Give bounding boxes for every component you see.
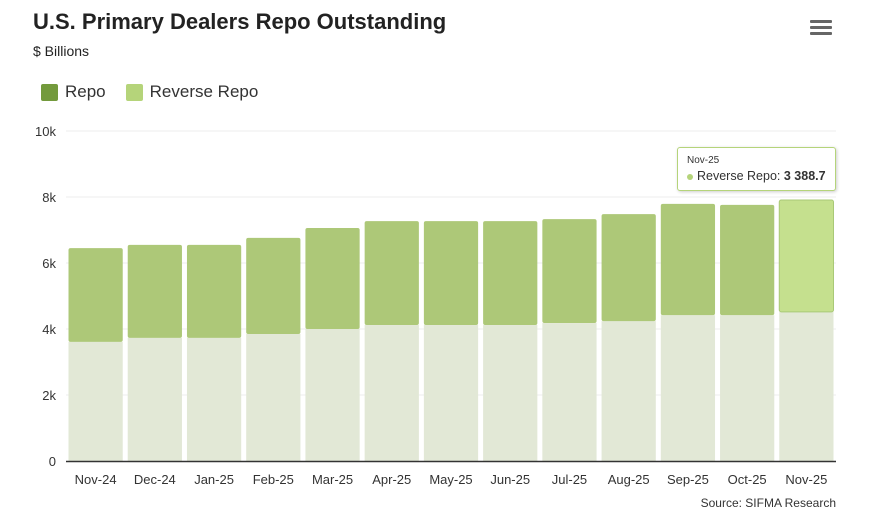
tooltip: Nov-25 Reverse Repo: 3 388.7 [677,147,836,191]
y-tick-label: 4k [42,322,56,337]
tooltip-dot-icon [687,173,693,180]
y-tick-label: 10k [35,124,56,139]
bar-reverse-repo[interactable] [127,244,182,338]
bar-reverse-repo[interactable] [601,214,656,322]
y-tick-label: 0 [49,454,56,469]
x-tick-label: Jul-25 [552,472,587,487]
bar-repo[interactable] [364,325,419,461]
x-tick-label: Dec-24 [134,472,176,487]
bar-reverse-repo[interactable] [660,203,716,316]
bar-reverse-repo[interactable] [720,204,775,316]
bar-reverse-repo[interactable] [542,219,597,324]
y-tick-label: 8k [42,190,56,205]
bar-repo[interactable] [246,333,301,461]
bar-repo[interactable] [779,311,834,461]
x-tick-label: Oct-25 [728,472,767,487]
y-tick-label: 6k [42,256,56,271]
legend-label-reverse-repo: Reverse Repo [149,82,259,101]
x-tick-label: Jun-25 [490,472,530,487]
bar-repo[interactable] [483,325,538,461]
x-tick-label: Aug-25 [608,472,650,487]
legend-label-repo: Repo [65,82,106,101]
x-tick-label: Sep-25 [667,472,709,487]
legend-swatch-reverse-repo [125,83,143,101]
bar-repo[interactable] [305,329,360,461]
bar-repo[interactable] [423,325,479,461]
bar-repo[interactable] [186,337,242,461]
bar-reverse-repo[interactable] [423,221,479,326]
source-credit: Source: SIFMA Research [700,496,836,510]
legend-swatch-repo [41,83,58,101]
bar-repo[interactable] [127,337,182,461]
legend-item-reverse-repo[interactable]: Reverse Repo [125,82,259,102]
y-tick-label: 2k [42,388,56,403]
x-tick-label: Nov-24 [75,472,117,487]
tooltip-series: Reverse Repo [697,169,777,183]
tooltip-category: Nov-25 [687,155,720,166]
chart-title: U.S. Primary Dealers Repo Outstanding [33,9,447,34]
bar-reverse-repo[interactable] [364,221,419,326]
legend-item-repo[interactable]: Repo [41,82,106,102]
x-tick-label: Apr-25 [372,472,411,487]
bar-repo[interactable] [68,341,123,461]
bar-repo[interactable] [720,315,775,461]
bar-reverse-repo[interactable] [483,221,538,326]
bar-repo[interactable] [660,315,716,461]
x-tick-label: Nov-25 [785,472,827,487]
bar-repo[interactable] [542,323,597,461]
bar-reverse-repo[interactable] [68,248,123,342]
bar-reverse-repo[interactable] [246,237,301,334]
x-tick-label: Feb-25 [253,472,294,487]
bar-reverse-repo[interactable] [186,244,242,338]
x-tick-label: Mar-25 [312,472,353,487]
x-tick-label: Jan-25 [194,472,234,487]
bar-reverse-repo[interactable] [305,228,360,329]
bar-repo[interactable] [601,321,656,461]
chart-subtitle: $ Billions [33,43,90,59]
tooltip-value: 3 388.7 [783,169,826,183]
legend: Repo Reverse Repo [41,82,258,102]
x-tick-label: May-25 [429,472,472,487]
bar-reverse-repo[interactable] [778,199,834,313]
hamburger-icon[interactable] [810,20,832,38]
